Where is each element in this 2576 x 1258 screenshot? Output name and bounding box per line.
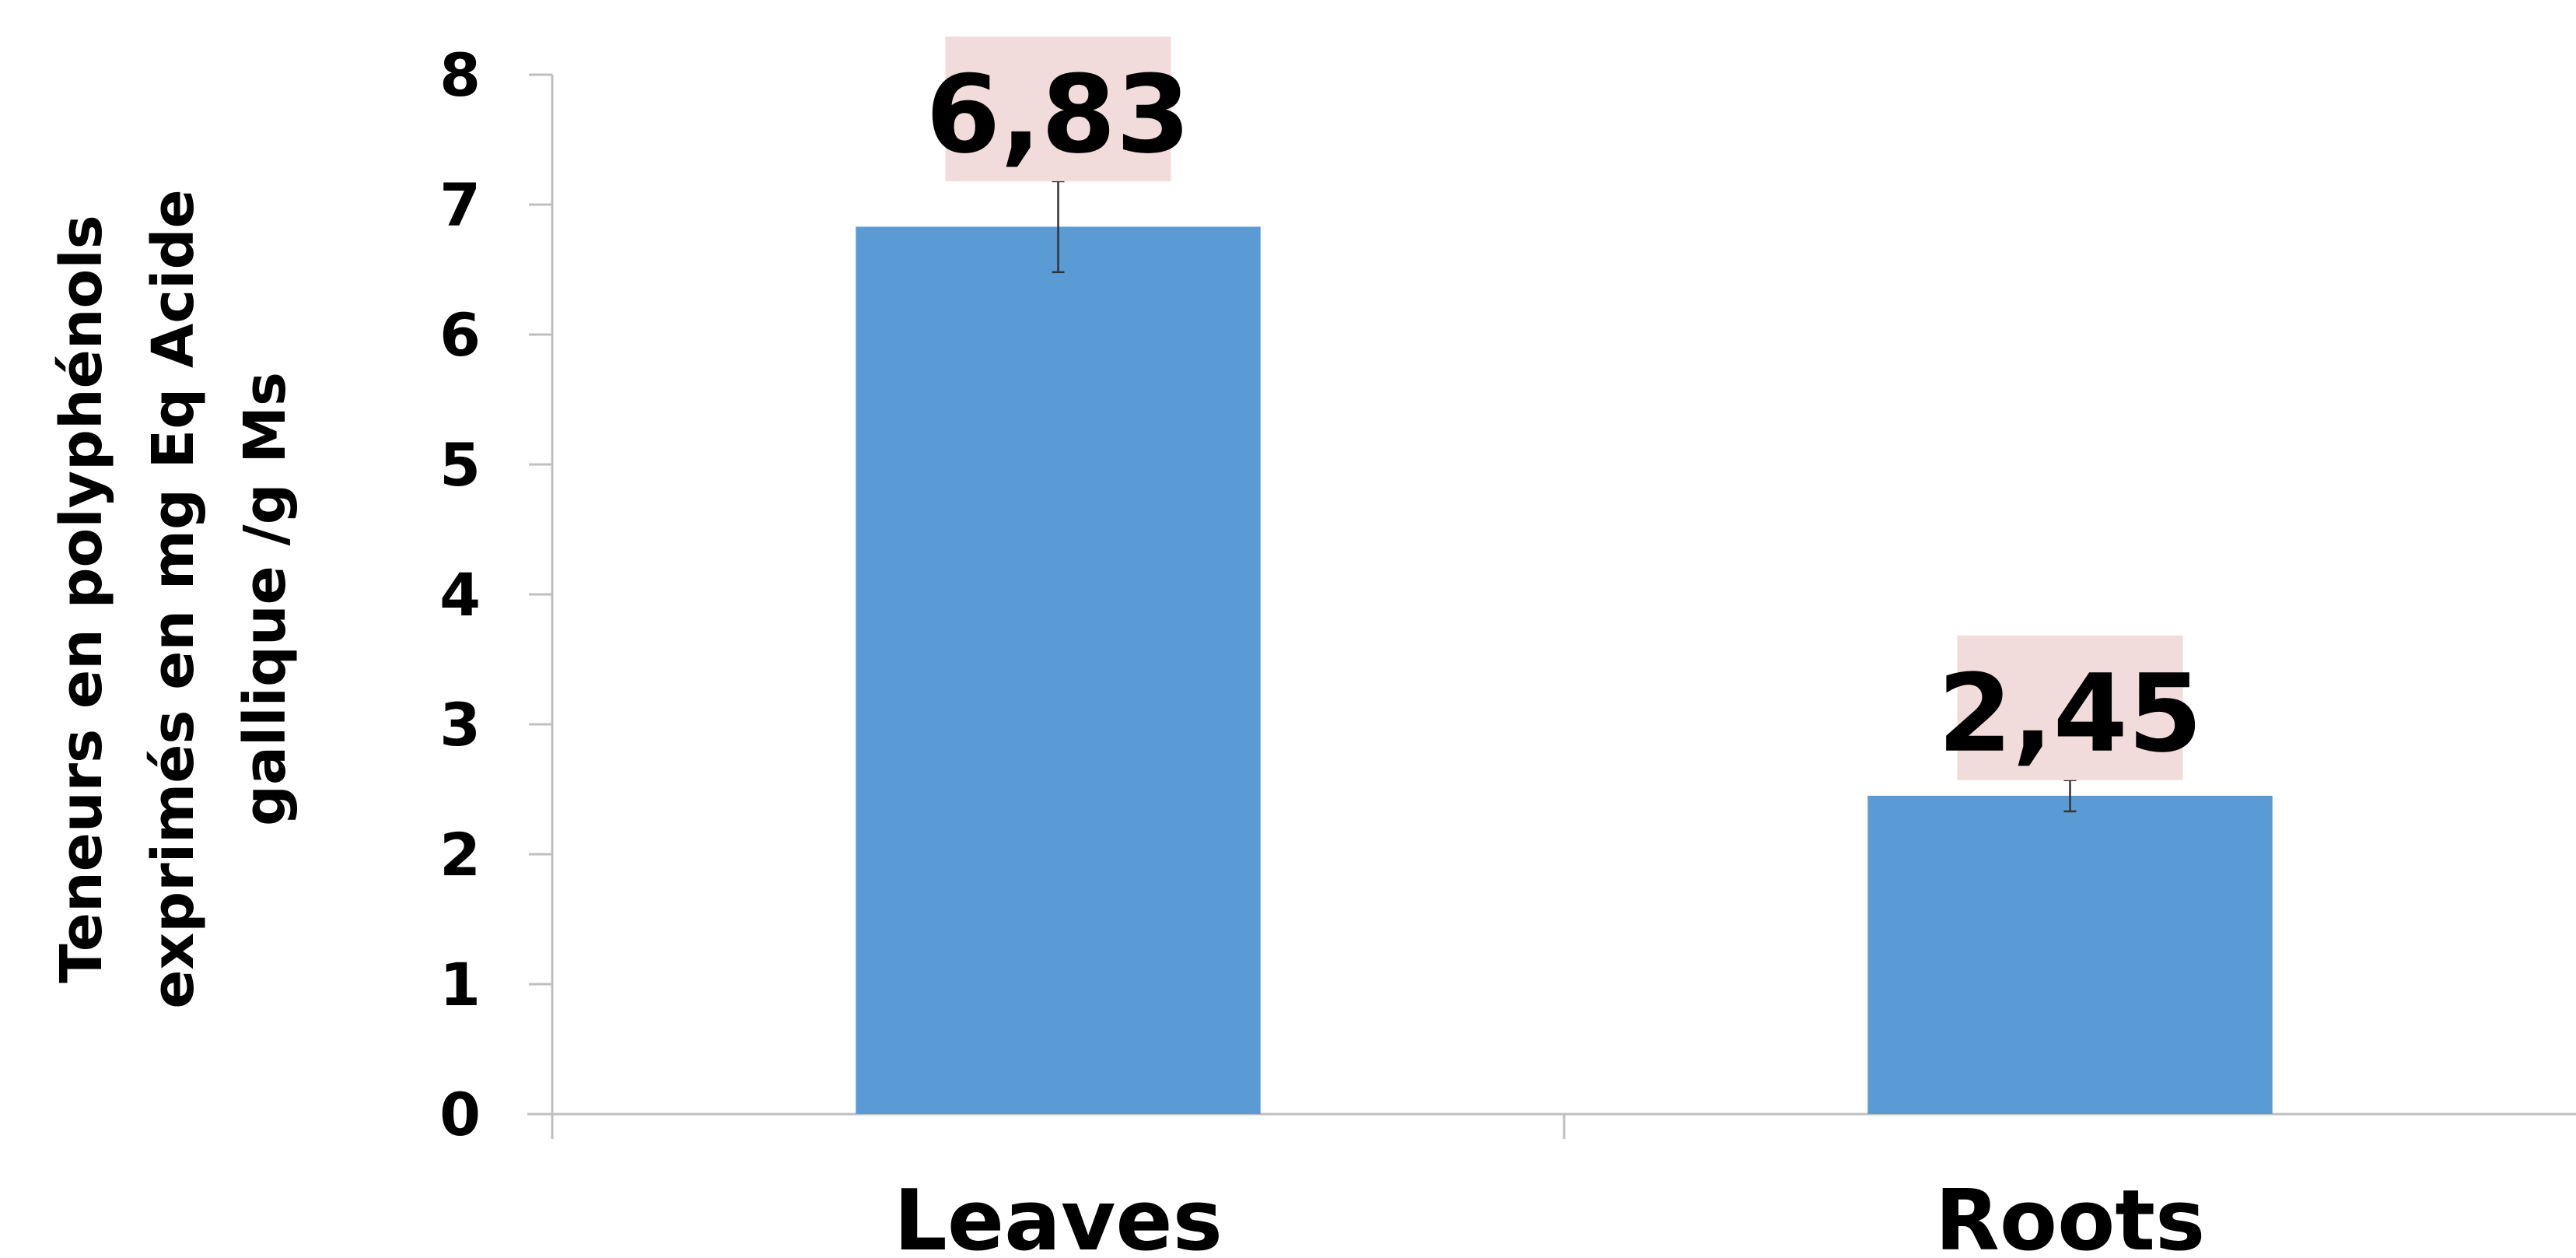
y-tick-label: 6 — [439, 300, 481, 370]
y-axis-title: Teneurs en polyphénols exprimés en mg Eq… — [48, 189, 299, 1008]
data-labels: 6,83 Leaves 2,45 Roots — [894, 36, 2205, 1258]
y-tick-label: 8 — [439, 40, 481, 110]
data-label-leaves: 6,83 — [926, 52, 1191, 177]
y-tick-label: 2 — [439, 820, 481, 889]
y-tick-label: 7 — [439, 170, 481, 240]
y-axis-title-line-1: Teneurs en polyphénols — [48, 215, 115, 983]
y-tick-label: 3 — [439, 690, 481, 759]
x-category-label-roots: Roots — [1935, 1172, 2205, 1258]
y-axis-title-line-3: gallique /g Ms — [232, 372, 299, 826]
axes: 0 1 2 3 4 5 6 7 8 — [439, 40, 2576, 1149]
y-tick-label: 4 — [439, 560, 481, 629]
y-axis-title-line-2: exprimés en mg Eq Acide — [140, 189, 207, 1008]
data-label-background — [945, 36, 1171, 181]
y-tick-label: 1 — [439, 950, 481, 1019]
bar-leaves — [856, 226, 1261, 1114]
x-category-label-leaves: Leaves — [894, 1172, 1223, 1258]
y-tick-label: 5 — [439, 430, 481, 499]
bars — [856, 180, 2273, 1114]
y-tick-label: 0 — [439, 1080, 481, 1149]
bar-roots — [1867, 795, 2273, 1114]
data-label-background — [1957, 635, 2183, 780]
data-label-roots: 2,45 — [1937, 651, 2203, 776]
